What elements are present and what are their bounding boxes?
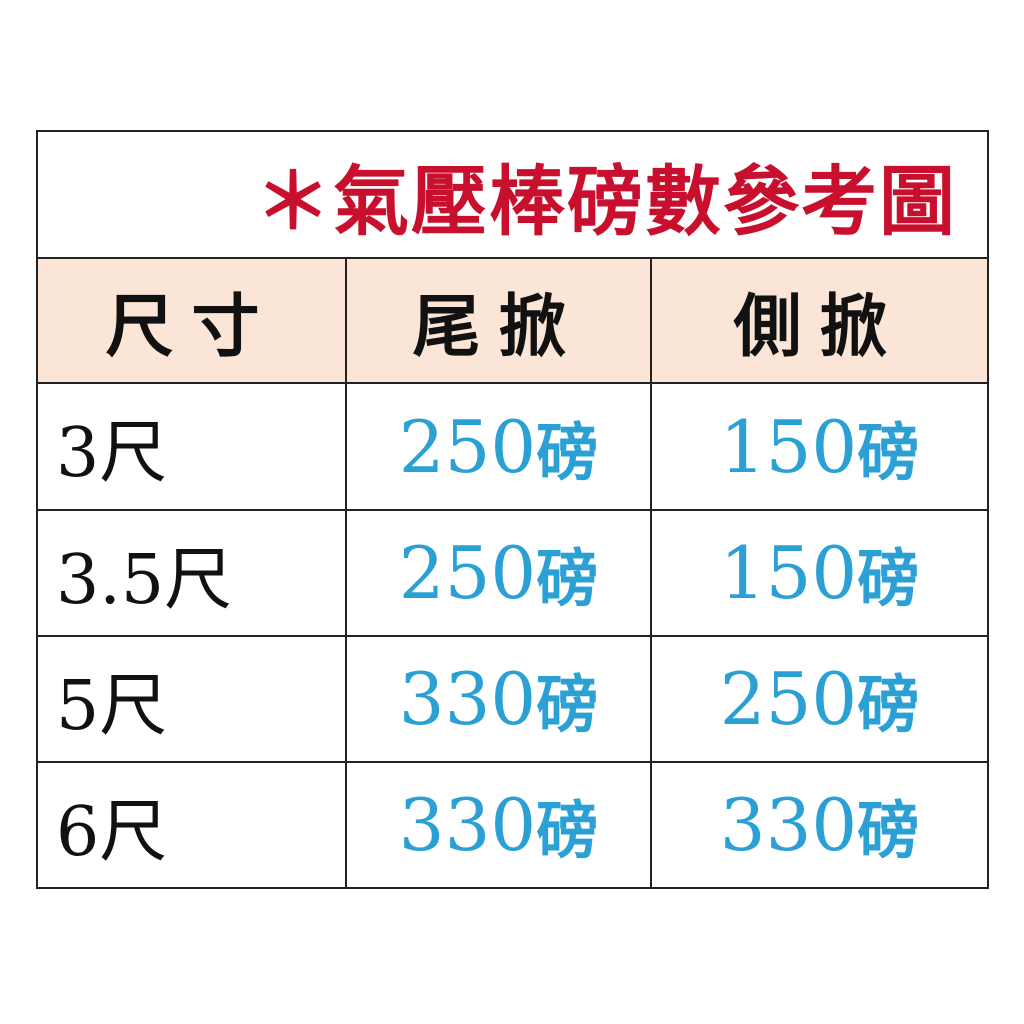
table-title: ＊氣壓棒磅數參考圖 — [38, 132, 987, 259]
column-header: 尾掀 — [347, 259, 652, 382]
size-cell: 5尺 — [38, 637, 347, 761]
side-value: 150 — [719, 531, 858, 615]
side-lift-cell: 330 磅 — [652, 763, 987, 887]
size-cell: 3.5尺 — [38, 511, 347, 635]
size-cell: 3尺 — [38, 384, 347, 509]
unit-label: 磅 — [857, 668, 920, 741]
side-value: 250 — [719, 657, 858, 741]
tail-value: 250 — [398, 404, 537, 489]
table-row: 3尺 250 磅 150 磅 — [38, 384, 987, 511]
column-header: 側掀 — [733, 287, 906, 367]
size-cell: 6尺 — [38, 763, 347, 887]
side-lift-cell: 150 磅 — [652, 511, 987, 635]
tail-value: 330 — [398, 783, 537, 867]
side-lift-cell: 150 磅 — [652, 384, 987, 509]
header-row: 尺寸 尾掀 側掀 — [38, 259, 987, 384]
tail-lift-cell: 330 磅 — [347, 637, 652, 761]
side-lift-cell: 250 磅 — [652, 637, 987, 761]
unit-label: 磅 — [536, 542, 599, 615]
table-row: 6尺 330 磅 330 磅 — [38, 763, 987, 887]
unit-label: 磅 — [536, 794, 599, 867]
tail-value: 250 — [398, 531, 537, 615]
unit-label: 磅 — [857, 794, 920, 867]
unit-label: 磅 — [536, 668, 599, 741]
tail-lift-cell: 250 磅 — [347, 511, 652, 635]
side-value: 330 — [719, 783, 858, 867]
unit-label: 磅 — [857, 542, 920, 615]
tail-lift-cell: 250 磅 — [347, 384, 652, 509]
tail-value: 330 — [398, 657, 537, 741]
column-header: 尺寸 — [38, 259, 347, 382]
side-value: 150 — [719, 404, 858, 489]
unit-label: 磅 — [857, 415, 920, 489]
table-row: 5尺 330 磅 250 磅 — [38, 637, 987, 763]
tail-lift-cell: 330 磅 — [347, 763, 652, 887]
reference-table: ＊氣壓棒磅數參考圖 尺寸 尾掀 側掀 3尺 250 磅 150 磅 3.5尺 250 磅 … — [36, 130, 989, 889]
unit-label: 磅 — [536, 415, 599, 489]
table-row: 3.5尺 250 磅 150 磅 — [38, 511, 987, 637]
